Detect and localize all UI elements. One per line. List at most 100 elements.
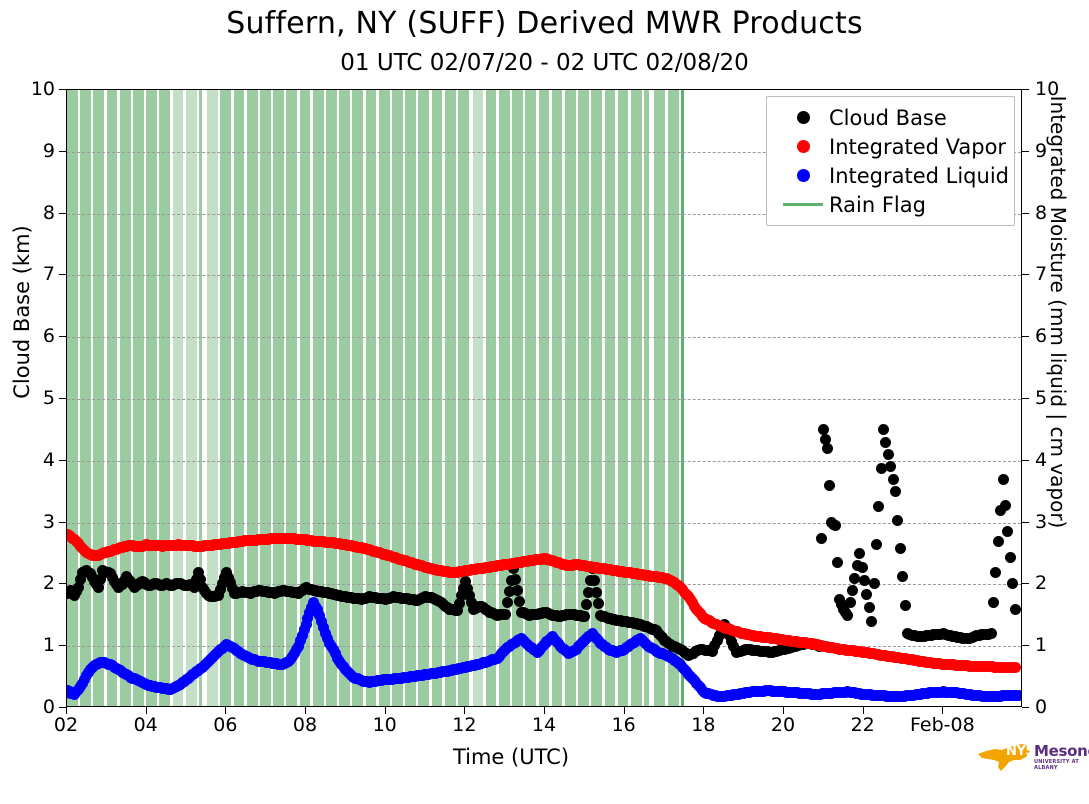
data-point (818, 424, 830, 436)
data-point (842, 609, 854, 621)
data-point (875, 462, 887, 474)
data-point (858, 575, 870, 587)
logo-mesonet-text: Mesonet (1034, 742, 1089, 760)
y-axis-tick-label-right: 2 (1035, 572, 1048, 595)
rain-flag-band (538, 90, 550, 706)
data-point (816, 532, 828, 544)
page-title: Suffern, NY (SUFF) Derived MWR Products (226, 6, 863, 41)
rain-flag-band (106, 90, 118, 706)
data-point (507, 563, 519, 575)
data-point (844, 597, 856, 609)
x-axis-tick-label: 02 (53, 714, 79, 736)
data-point (93, 581, 105, 593)
legend-item-integrated-vapor[interactable]: Integrated Vapor (767, 132, 1014, 161)
data-point (300, 619, 312, 631)
data-point (463, 589, 475, 601)
y-axis-tick-right (1022, 150, 1029, 152)
data-point (459, 575, 471, 587)
x-axis-tick (623, 707, 625, 714)
data-point (887, 473, 899, 485)
data-point (990, 566, 1002, 578)
data-point (302, 612, 314, 624)
data-point (830, 520, 842, 532)
data-point (455, 590, 467, 602)
data-point (870, 539, 882, 551)
data-point (988, 597, 1000, 609)
y-axis-tick-label-right: 7 (1035, 263, 1048, 286)
gridline-horizontal (67, 460, 1021, 462)
data-point (723, 630, 735, 642)
chart-legend[interactable]: Cloud Base Integrated Vapor Integrated Liq… (766, 96, 1015, 226)
x-axis-tick (783, 707, 784, 714)
data-point (897, 571, 909, 583)
rain-flag-band (591, 90, 603, 706)
y-axis-tick-label-right: 9 (1035, 139, 1048, 162)
legend-item-cloud-base[interactable]: Cloud Base (767, 103, 1014, 132)
legend-item-rain-flag[interactable]: Rain Flag (767, 190, 1014, 219)
data-point (822, 442, 834, 454)
y-axis-tick-left (59, 707, 66, 708)
y-axis-tick-left (59, 521, 66, 523)
data-point (847, 585, 858, 597)
gridline-horizontal (67, 337, 1021, 339)
data-point (591, 586, 603, 598)
legend-dot-icon (777, 169, 829, 182)
data-point (706, 645, 718, 657)
rain-flag-band (405, 90, 416, 706)
data-point (856, 561, 868, 573)
data-point (985, 628, 997, 640)
data-point (824, 480, 836, 492)
y-axis-tick-left (59, 336, 66, 338)
legend-marker-glyph (796, 169, 810, 182)
gridline-horizontal (67, 584, 1021, 586)
rain-flag-band (472, 90, 484, 706)
legend-item-integrated-liquid[interactable]: Integrated Liquid (767, 161, 1014, 190)
rain-flag-band (326, 90, 337, 706)
gridline-horizontal (67, 151, 1021, 153)
rain-flag-band (630, 90, 642, 706)
y-axis-title-right: Integrated Moisture (mm liquid | cm vapo… (1046, 95, 1070, 529)
y-axis-tick-label-left: 8 (42, 201, 55, 224)
data-point (312, 603, 324, 615)
rain-flag-band (644, 90, 650, 706)
rain-flag-band (458, 90, 469, 706)
rain-flag-band (312, 90, 324, 706)
rain-flag-band (220, 90, 232, 706)
y-axis-tick-label-right: 5 (1035, 387, 1048, 409)
x-axis-title: Time (UTC) (452, 745, 570, 769)
rain-flag-band (93, 90, 105, 706)
legend-dot-icon (777, 111, 829, 124)
y-axis-tick-label-right: 3 (1035, 510, 1048, 533)
y-axis-tick-label-left: 6 (42, 325, 55, 348)
data-point (292, 640, 304, 652)
rain-flag-band (392, 90, 403, 706)
rain-flag-band (525, 90, 537, 706)
data-point (866, 615, 878, 627)
x-axis-tick (942, 707, 944, 714)
data-point (194, 574, 206, 586)
data-point (849, 572, 861, 584)
x-axis-tick-label: 06 (213, 714, 238, 736)
y-axis-tick-label-right: 1 (1035, 634, 1048, 657)
rain-flag-band (551, 90, 563, 706)
x-axis-tick (703, 707, 705, 714)
logo-university-text: UNIVERSITY AT ALBANY (1034, 759, 1079, 771)
data-point (1007, 577, 1019, 589)
x-axis-tick-label: 08 (292, 714, 318, 736)
rain-flag-band (260, 90, 271, 706)
data-point (878, 424, 890, 436)
data-point (465, 596, 477, 608)
y-axis-tick-label-right: 8 (1035, 201, 1048, 224)
rain-flag-band (159, 90, 171, 706)
data-point (501, 597, 513, 609)
data-point (1009, 661, 1021, 673)
logo-nys-text: NYS (1006, 744, 1035, 759)
y-axis-tick-right (1022, 212, 1029, 214)
data-point (873, 501, 885, 513)
y-axis-tick-left (59, 274, 66, 276)
rain-flag-band (431, 90, 443, 706)
y-axis-tick-right (1022, 89, 1029, 90)
rain-flag-band (512, 90, 523, 706)
y-axis-tick-left (59, 89, 66, 90)
data-point (882, 449, 894, 461)
